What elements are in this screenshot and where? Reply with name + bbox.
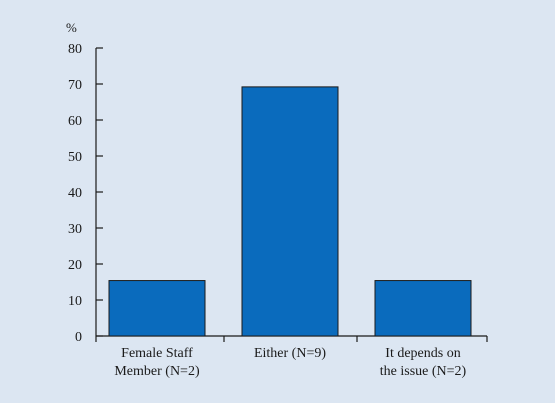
x-category-label: Female Staff Member (N=2) (114, 346, 200, 379)
x-category-label-line: It depends on (385, 346, 460, 361)
y-tick-label: 60 (68, 114, 82, 129)
y-tick-label: 50 (68, 150, 82, 165)
y-tick-label: 30 (68, 222, 82, 237)
x-category-label: It depends on the issue (N=2) (380, 346, 467, 379)
bar (374, 280, 472, 337)
x-category-label: Either (N=9) (254, 346, 326, 361)
y-axis-unit-label: % (66, 20, 77, 35)
y-ticks: 0 10 20 30 40 50 60 70 80 (68, 42, 103, 345)
bar (241, 86, 339, 337)
y-tick-label: 40 (68, 186, 82, 201)
y-tick-label: 0 (75, 330, 82, 345)
x-category-label-line: the issue (N=2) (380, 364, 467, 379)
category-labels: Female Staff Member (N=2) Either (N=9) It d… (114, 346, 466, 379)
x-ticks (95, 336, 488, 342)
y-tick-label: 10 (68, 294, 82, 309)
bars (108, 86, 472, 337)
x-category-label-line: Either (N=9) (254, 346, 326, 361)
y-tick-label: 20 (68, 258, 82, 273)
bar (108, 280, 206, 337)
x-category-label-line: Female Staff (121, 346, 193, 361)
x-category-label-line: Member (N=2) (114, 364, 200, 379)
y-tick-label: 80 (68, 42, 82, 57)
y-tick-label: 70 (68, 78, 82, 93)
